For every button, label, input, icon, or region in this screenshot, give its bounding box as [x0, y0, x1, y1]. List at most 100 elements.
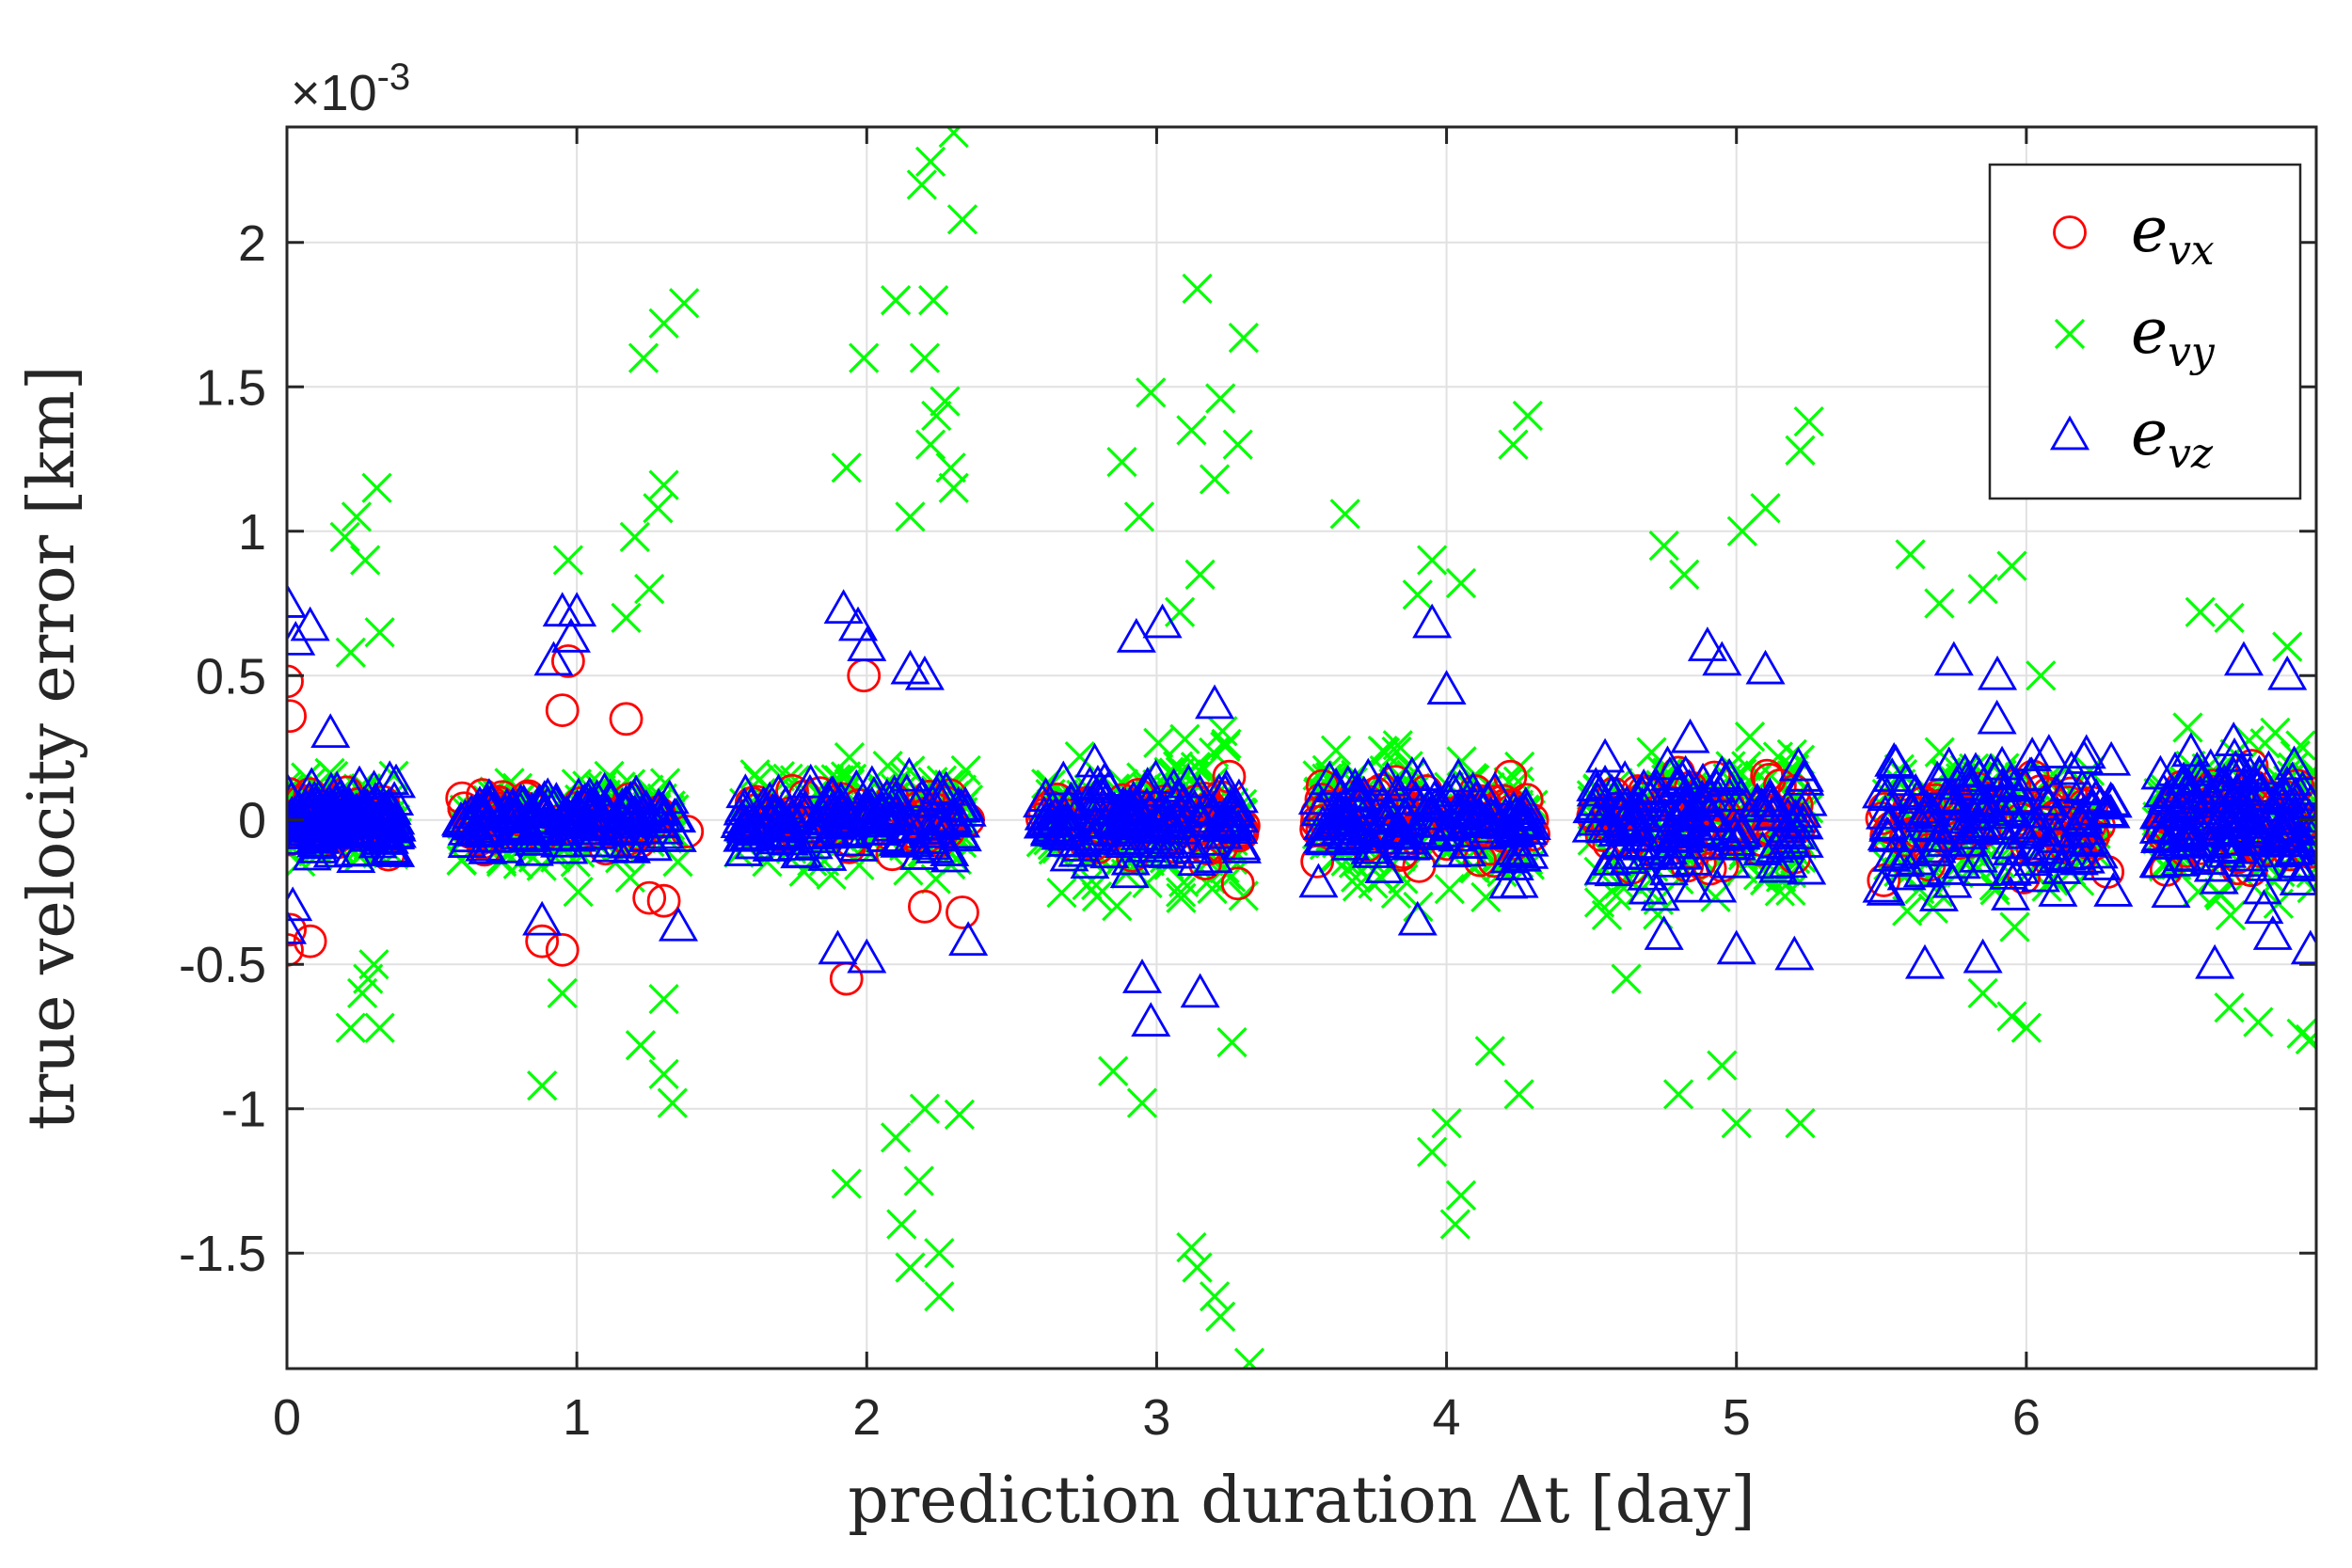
e_vz-point	[1363, 797, 1404, 832]
e_vy-point	[2272, 631, 2303, 662]
e_vy-point	[1793, 405, 1824, 437]
e_vz-point	[877, 800, 917, 836]
e_vz-point	[2019, 804, 2059, 840]
e_vz-point	[1575, 800, 1615, 836]
e_vz-point	[1509, 833, 1549, 869]
e_vz-point	[1658, 763, 1698, 798]
e_vy-point	[739, 759, 771, 790]
e_vy-point	[1165, 877, 1197, 908]
e_vz-point	[930, 837, 970, 873]
e_vz-point	[776, 826, 817, 861]
e_vz-point	[1320, 810, 1360, 845]
e_vz-point	[2049, 767, 2090, 802]
e_vy-point	[2185, 596, 2216, 627]
e_vy-point	[880, 1122, 912, 1153]
e_vz-point	[1348, 757, 1389, 793]
legend-label-sub: vy	[2168, 328, 2216, 376]
e_vz-point	[1988, 855, 2028, 890]
e_vz-point	[745, 794, 786, 830]
e_vz-point	[942, 816, 982, 852]
e_vz-point	[1302, 805, 1343, 840]
e_vz-point	[1299, 791, 1340, 827]
e_vz-point	[1960, 757, 2000, 792]
e_vz-point	[1702, 641, 1742, 676]
e_vz-point	[2291, 818, 2316, 853]
e_vy-point	[611, 602, 642, 633]
e_vz-point	[1932, 777, 1973, 813]
e_vz-point	[946, 785, 986, 821]
e_vz-point	[287, 886, 313, 922]
e_vz-point	[2038, 818, 2078, 853]
e_vy-point	[2172, 712, 2203, 743]
e_vz-point	[1697, 867, 1738, 903]
e_vz-point	[851, 785, 892, 821]
e_vx-point	[287, 664, 304, 699]
e_vy-point	[849, 342, 880, 373]
e_vy-point	[1611, 963, 1642, 994]
e_vz-point	[1783, 802, 1823, 838]
e_vz-point	[287, 780, 311, 816]
plot-frame	[285, 125, 2318, 1370]
e_vz-point	[946, 791, 987, 827]
e_vz-point	[315, 800, 356, 835]
e_vz-point	[2274, 807, 2314, 843]
e_vy-point	[1439, 1209, 1470, 1240]
e_vz-point	[2279, 861, 2316, 895]
e_vz-point	[736, 811, 776, 847]
e_vz-point	[1696, 768, 1737, 803]
y-tick-label: -1	[221, 1082, 266, 1138]
legend-item-vy: evy	[2054, 295, 2216, 376]
e_vx-point	[550, 644, 585, 678]
e_vz-point	[1687, 626, 1727, 661]
e_vz-point	[1127, 767, 1168, 801]
e_vy-point	[1600, 880, 1631, 911]
e_vz-point	[2236, 768, 2277, 803]
e_vz-point	[596, 811, 637, 847]
e_vz-point	[1745, 649, 1786, 685]
e_vz-point	[1651, 842, 1692, 878]
e_vz-point	[1767, 812, 1807, 847]
e_vy-point	[527, 1070, 558, 1101]
e_vz-point	[2149, 807, 2189, 843]
e_vz-point	[1594, 851, 1634, 887]
e_vz-point	[1918, 877, 1959, 911]
e_vz-point	[1926, 850, 1966, 885]
e_vz-point	[1149, 804, 1190, 840]
e_vz-point	[2259, 832, 2299, 868]
e_vz-point	[1867, 776, 1907, 812]
x-tick-label: 1	[563, 1389, 591, 1446]
e_vz-point	[287, 620, 316, 656]
e_vy-point	[350, 545, 381, 576]
e_vz-point	[1862, 773, 1902, 809]
e_vz-point	[1298, 863, 1339, 898]
e_vz-point	[616, 774, 657, 810]
e_vz-point	[1963, 938, 2003, 974]
e_vz-point	[1670, 718, 1710, 753]
e_vz-point	[1116, 617, 1156, 653]
e_vz-point	[2091, 740, 2132, 776]
e_vz-point	[1444, 792, 1485, 827]
e_vy-point	[1999, 911, 2030, 942]
e_vz-point	[564, 782, 605, 817]
e_vz-point	[591, 827, 631, 863]
e_vz-point	[1961, 851, 2001, 886]
e_vy-point	[1726, 515, 1758, 546]
e_vy-point	[1182, 1252, 1213, 1283]
e_vy-point	[1205, 1301, 1236, 1332]
e_vy-point	[895, 1252, 926, 1283]
e_vz-point	[1886, 761, 1927, 797]
e_vz-point	[1970, 752, 2010, 788]
e_vz-point	[1768, 843, 1808, 879]
e_vz-point	[1673, 867, 1713, 903]
e_vz-point	[1413, 802, 1454, 838]
e_vz-point	[2242, 869, 2282, 905]
e_vz-point	[639, 787, 679, 823]
legend-label-main: e	[2131, 194, 2168, 266]
e_vy-point	[1996, 1001, 2027, 1032]
e_vy-point	[1924, 736, 1955, 768]
e_vz-point	[807, 836, 848, 871]
e_vz-point	[1454, 803, 1494, 839]
e_vz-point	[1871, 836, 1912, 872]
e_vz-point	[540, 822, 580, 858]
